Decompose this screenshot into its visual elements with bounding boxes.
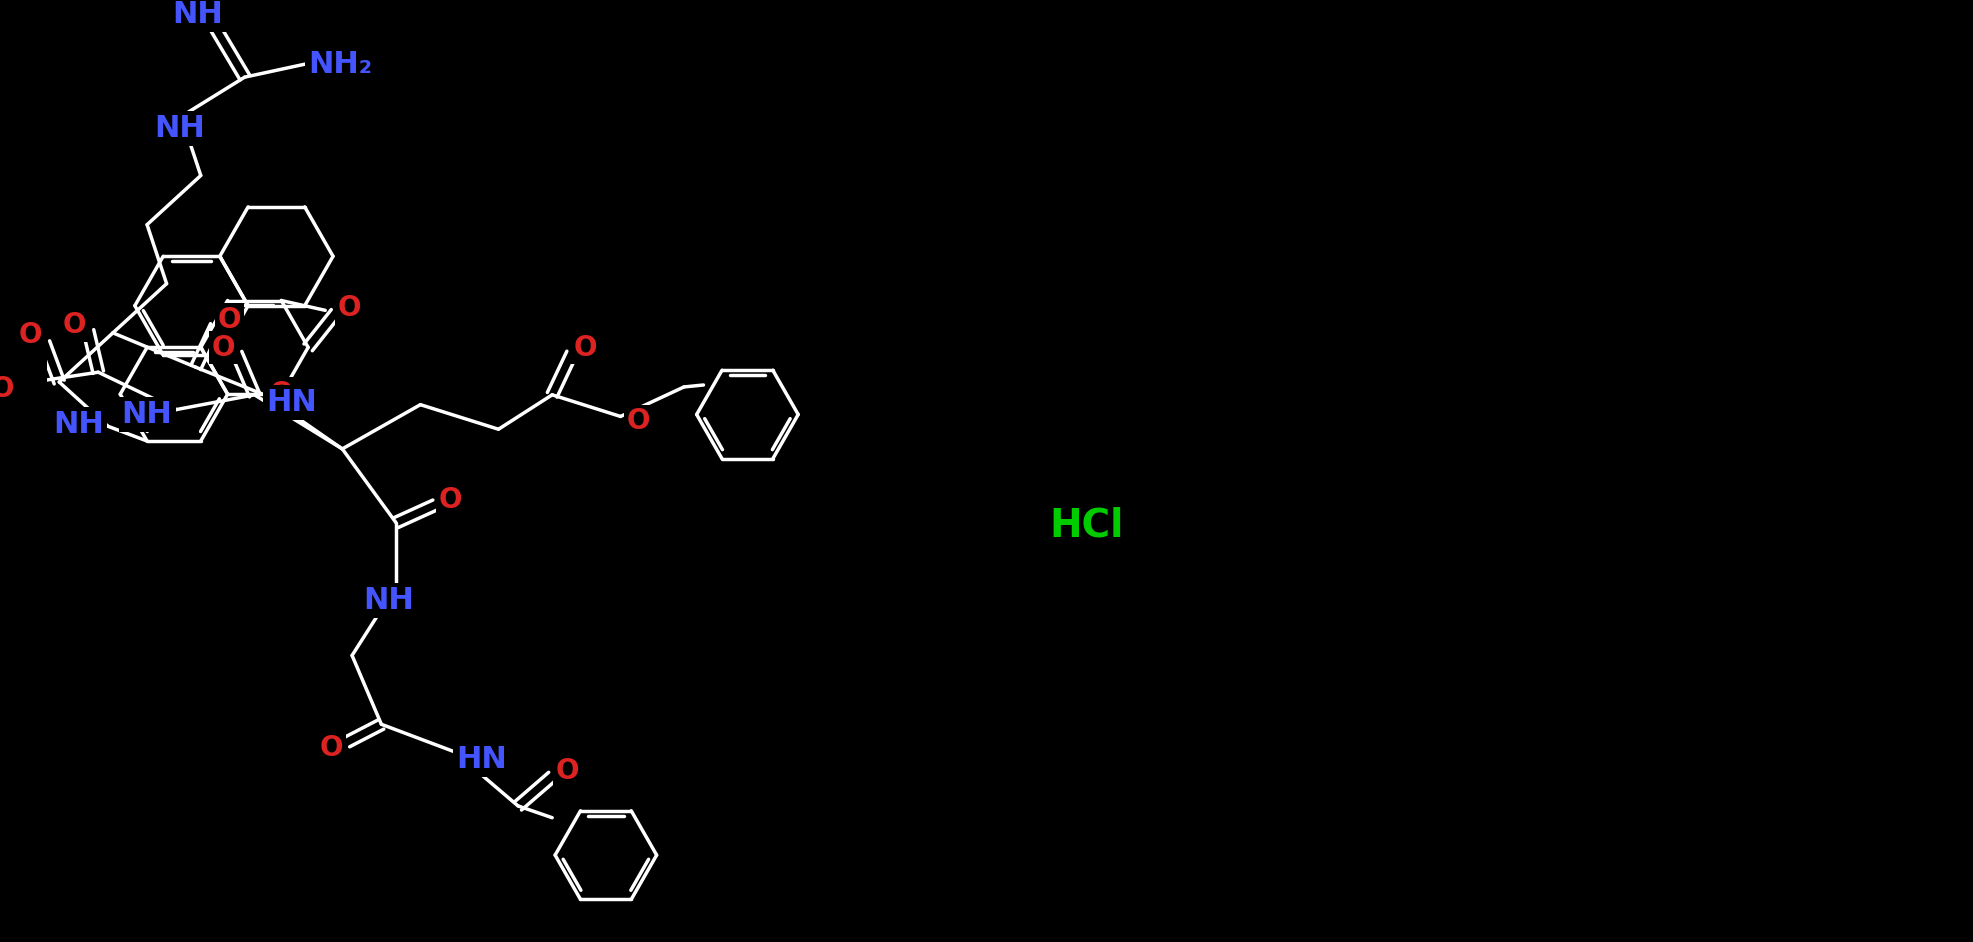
Text: O: O bbox=[574, 333, 596, 362]
Text: O: O bbox=[270, 381, 292, 408]
Text: O: O bbox=[320, 734, 343, 762]
Text: O: O bbox=[18, 321, 41, 349]
Text: O: O bbox=[211, 333, 235, 362]
Text: O: O bbox=[337, 294, 361, 322]
Text: O: O bbox=[217, 306, 241, 334]
Text: O: O bbox=[63, 311, 87, 339]
Text: HN: HN bbox=[456, 745, 507, 774]
Text: NH₂: NH₂ bbox=[308, 50, 373, 79]
Text: NH: NH bbox=[53, 410, 105, 439]
Text: NH: NH bbox=[363, 586, 414, 615]
Text: O: O bbox=[556, 757, 580, 786]
Text: O: O bbox=[438, 486, 462, 514]
Text: O: O bbox=[625, 407, 649, 435]
Text: O: O bbox=[0, 375, 14, 403]
Text: NH: NH bbox=[172, 0, 223, 28]
Text: NH: NH bbox=[122, 400, 172, 429]
Text: NH: NH bbox=[154, 114, 205, 143]
Text: HCl: HCl bbox=[1050, 506, 1123, 544]
Text: HN: HN bbox=[266, 388, 318, 417]
